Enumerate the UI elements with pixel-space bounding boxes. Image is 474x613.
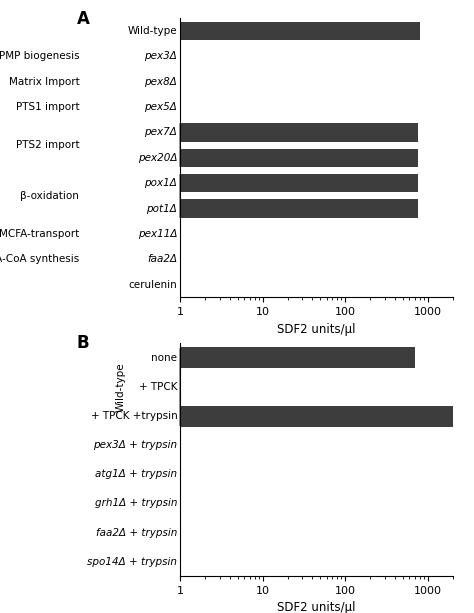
Text: faa2Δ + trypsin: faa2Δ + trypsin bbox=[96, 528, 177, 538]
Text: PTS2 import: PTS2 import bbox=[16, 140, 79, 150]
Bar bbox=[180, 22, 420, 40]
Text: pex5Δ: pex5Δ bbox=[145, 102, 177, 112]
Text: + TPCK: + TPCK bbox=[139, 382, 177, 392]
X-axis label: SDF2 units/μl: SDF2 units/μl bbox=[277, 601, 356, 613]
Text: + TPCK +trypsin: + TPCK +trypsin bbox=[91, 411, 177, 421]
Text: cerulenin: cerulenin bbox=[128, 280, 177, 289]
Text: pex8Δ: pex8Δ bbox=[145, 77, 177, 87]
Text: faa2Δ: faa2Δ bbox=[147, 254, 177, 264]
Text: pox1Δ: pox1Δ bbox=[145, 178, 177, 188]
Text: pot1Δ: pot1Δ bbox=[146, 204, 177, 213]
Bar bbox=[180, 174, 418, 192]
Bar bbox=[180, 406, 453, 427]
Text: MCFA-transport: MCFA-transport bbox=[0, 229, 79, 239]
Text: atg1Δ + trypsin: atg1Δ + trypsin bbox=[95, 470, 177, 479]
Bar bbox=[180, 149, 418, 167]
Text: B: B bbox=[77, 334, 89, 352]
Text: spo14Δ + trypsin: spo14Δ + trypsin bbox=[87, 557, 177, 566]
Text: MCFA-CoA synthesis: MCFA-CoA synthesis bbox=[0, 254, 79, 264]
Bar bbox=[180, 348, 415, 368]
Text: Matrix Import: Matrix Import bbox=[9, 77, 79, 87]
Text: Wild-type: Wild-type bbox=[115, 362, 125, 412]
Bar bbox=[180, 123, 418, 142]
Bar bbox=[180, 199, 418, 218]
Text: β-oxidation: β-oxidation bbox=[20, 191, 79, 201]
Text: pex20Δ: pex20Δ bbox=[138, 153, 177, 163]
X-axis label: SDF2 units/μl: SDF2 units/μl bbox=[277, 322, 356, 335]
Text: pex3Δ: pex3Δ bbox=[145, 51, 177, 61]
Text: none: none bbox=[151, 353, 177, 363]
Text: PMP biogenesis: PMP biogenesis bbox=[0, 51, 79, 61]
Text: pex3Δ + trypsin: pex3Δ + trypsin bbox=[93, 440, 177, 450]
Text: pex7Δ: pex7Δ bbox=[145, 128, 177, 137]
Text: pex11Δ: pex11Δ bbox=[138, 229, 177, 239]
Text: A: A bbox=[77, 10, 90, 28]
Text: grh1Δ + trypsin: grh1Δ + trypsin bbox=[95, 498, 177, 508]
Text: Wild-type: Wild-type bbox=[128, 26, 177, 36]
Text: PTS1 import: PTS1 import bbox=[16, 102, 79, 112]
